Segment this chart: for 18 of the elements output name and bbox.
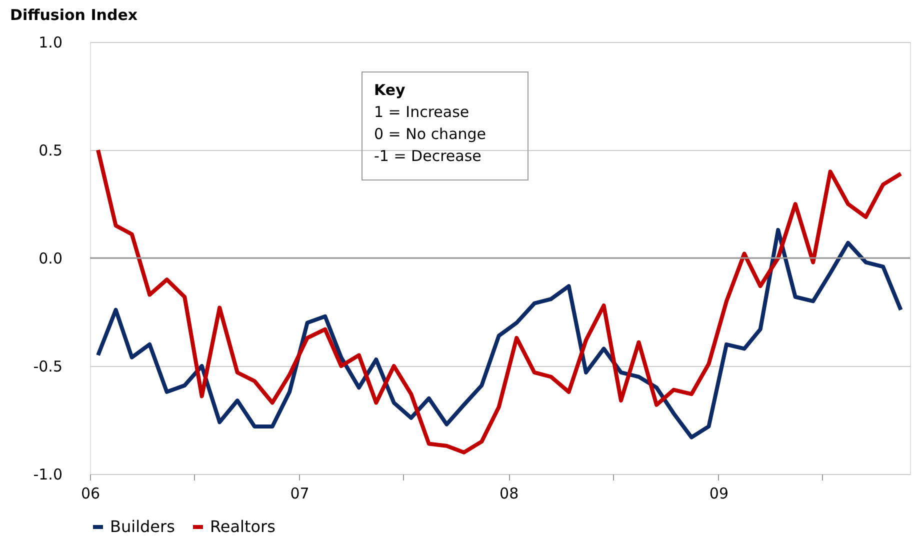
legend-label: Realtors	[210, 517, 276, 536]
x-tick-label: 06	[80, 484, 100, 502]
annotation: 1 = Increase	[374, 103, 470, 121]
y-tick-label: 1.0	[38, 34, 62, 52]
x-tick-label: 08	[500, 484, 519, 502]
y-tick-label: -1.0	[33, 466, 62, 484]
x-tick-label: 09	[709, 484, 729, 502]
x-tick-label: 07	[290, 484, 310, 502]
line-series	[96, 148, 903, 454]
annotation: -1 = Decrease	[374, 147, 482, 165]
annotation: Key	[374, 81, 406, 99]
annotation: 0 = No change	[374, 125, 486, 143]
y-tick-label: -0.5	[33, 358, 62, 376]
y-tick-label: 0.5	[38, 142, 62, 160]
legend-label: Builders	[110, 517, 175, 536]
line-series	[96, 228, 903, 440]
y-tick-label: 0.0	[38, 250, 62, 268]
y-axis-title: Diffusion Index	[10, 6, 138, 24]
